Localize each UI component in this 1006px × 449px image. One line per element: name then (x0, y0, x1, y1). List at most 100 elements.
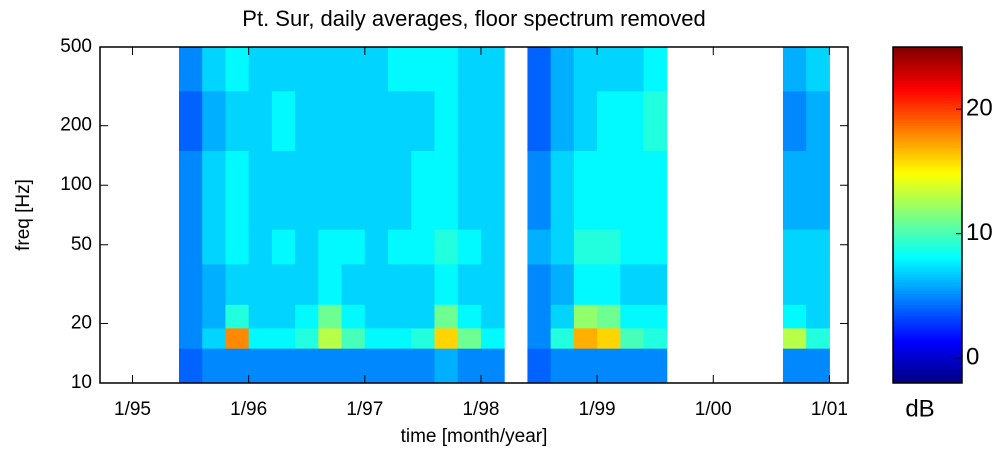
heatmap-cell (480, 47, 505, 92)
heatmap-cell (411, 47, 436, 92)
heatmap-cell (341, 150, 366, 230)
heatmap-cell (806, 304, 830, 329)
heatmap-cell (178, 304, 203, 329)
heatmap-cell (248, 47, 273, 92)
colorbar-swatch (893, 245, 962, 250)
heatmap-cell (573, 304, 598, 329)
colorbar-swatch (893, 175, 962, 180)
heatmap-cell (295, 304, 319, 329)
heatmap-cell (480, 150, 505, 230)
colorbar-swatch (893, 217, 962, 222)
x-tick-label: 1/98 (462, 399, 499, 420)
colorbar-tick-label: 20 (966, 95, 993, 122)
heatmap-cell (597, 263, 621, 305)
heatmap-cell (318, 90, 343, 151)
heatmap-cell (318, 263, 343, 305)
heatmap-cell (364, 229, 389, 265)
colorbar-swatch (893, 136, 962, 140)
colorbar-swatch (893, 360, 962, 364)
colorbar-swatch (893, 343, 962, 348)
colorbar-swatch (893, 147, 962, 152)
heatmap-cell (388, 150, 412, 230)
heatmap-cell (295, 47, 319, 92)
heatmap-cell (573, 263, 598, 305)
colorbar-swatch (893, 215, 962, 219)
colorbar-swatch (893, 77, 962, 82)
colorbar-swatch (893, 198, 962, 202)
colorbar-swatch (893, 223, 962, 227)
chart-title: Pt. Sur, daily averages, floor spectrum … (242, 6, 705, 31)
colorbar-swatch (893, 318, 962, 322)
heatmap-cell (620, 150, 645, 230)
colorbar-swatch (893, 170, 962, 174)
heatmap-cell (782, 327, 807, 349)
colorbar-swatch (893, 63, 962, 68)
colorbar-swatch (893, 287, 962, 292)
heatmap-cell (225, 348, 250, 384)
heatmap-cell (178, 229, 203, 265)
colorbar-swatch (893, 75, 962, 79)
heatmap-cell (178, 348, 203, 384)
heatmap-cell (434, 348, 459, 384)
colorbar-swatch (893, 161, 962, 166)
colorbar-swatch (893, 329, 962, 334)
heatmap-cell (364, 90, 389, 151)
heatmap-cell (480, 263, 505, 305)
heatmap-cell (202, 90, 226, 151)
heatmap-cell (295, 327, 319, 349)
heatmap-cell (271, 47, 296, 92)
heatmap-cell (527, 327, 552, 349)
heatmap-cell (643, 348, 668, 384)
heatmap-cell (388, 304, 412, 329)
heatmap-cell (550, 327, 575, 349)
heatmap-cell (550, 47, 575, 92)
colorbar-swatch (893, 209, 962, 213)
colorbar-swatch (893, 159, 962, 163)
heatmap-cell (248, 90, 273, 151)
colorbar-swatch (893, 363, 962, 367)
heatmap-cell (202, 47, 226, 92)
colorbar-swatch (893, 52, 962, 56)
heatmap-cell (806, 327, 830, 349)
colorbar-swatch (893, 80, 962, 84)
heatmap-cell (527, 263, 552, 305)
colorbar-swatch (893, 299, 962, 303)
heatmap-cell (806, 263, 830, 305)
heatmap-cell (225, 150, 250, 230)
heatmap-cell (573, 90, 598, 151)
heatmap-cell (643, 327, 668, 349)
colorbar-swatch (893, 251, 962, 255)
heatmap-cell (457, 47, 482, 92)
colorbar-swatch (893, 377, 962, 381)
colorbar-swatch (893, 231, 962, 236)
colorbar-swatch (893, 184, 962, 188)
heatmap-cell (248, 263, 273, 305)
colorbar-swatch (893, 150, 962, 154)
heatmap-cell (248, 229, 273, 265)
colorbar-swatch (893, 380, 962, 384)
heatmap-cell (480, 327, 505, 349)
colorbar-swatch (893, 133, 962, 138)
colorbar-swatch (893, 49, 962, 54)
colorbar-swatch (893, 352, 962, 356)
heatmap-cell (480, 229, 505, 265)
colorbar-swatch (893, 66, 962, 70)
colorbar-swatch (893, 226, 962, 230)
heatmap-cell (782, 304, 807, 329)
colorbar-swatch (893, 290, 962, 294)
heatmap-cell (411, 150, 436, 230)
colorbar-swatch (893, 61, 962, 65)
heatmap-cell (202, 327, 226, 349)
heatmap-cell (597, 90, 621, 151)
colorbar-frame (892, 46, 963, 384)
heatmap-cell (434, 327, 459, 349)
colorbar-swatch (893, 374, 962, 378)
heatmap-cell (178, 263, 203, 305)
heatmap-cell (178, 327, 203, 349)
colorbar-swatch (893, 111, 962, 115)
colorbar-swatch (893, 262, 962, 266)
colorbar-swatch (893, 178, 962, 182)
y-tick-label: 200 (60, 115, 92, 136)
heatmap-cell (527, 229, 552, 265)
heatmap-cell (434, 263, 459, 305)
